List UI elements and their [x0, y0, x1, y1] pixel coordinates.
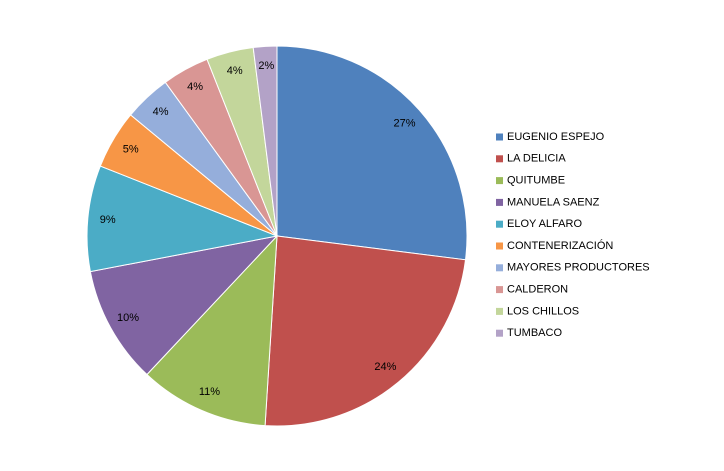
legend-swatch [496, 307, 503, 315]
legend-label: ELOY ALFARO [507, 218, 582, 230]
legend-swatch [496, 220, 503, 228]
legend-label: TUMBACO [507, 327, 562, 339]
legend-label: MAYORES PRODUCTORES [507, 262, 650, 274]
pie-slice [264, 235, 467, 427]
data-label: 9% [100, 214, 116, 226]
legend-label: CALDERON [507, 284, 568, 296]
legend-swatch [496, 133, 503, 141]
pie-slice [86, 165, 279, 273]
legend-label: MANUELA SAENZ [507, 196, 600, 208]
data-label: 4% [187, 81, 203, 93]
data-label: 4% [153, 106, 169, 118]
legend-swatch [496, 242, 503, 250]
legend-label: QUITUMBE [507, 175, 565, 187]
data-label: 11% [199, 386, 220, 398]
data-label: 10% [117, 312, 139, 324]
pie-slice [146, 234, 278, 427]
data-label: 5% [123, 143, 139, 155]
legend-swatch [496, 177, 503, 185]
data-label: 4% [227, 65, 243, 77]
data-label: 27% [394, 117, 416, 129]
legend-label: CONTENERIZACIÓN [507, 239, 613, 252]
data-label: 24% [374, 361, 396, 373]
legend-swatch [496, 264, 503, 272]
legend-swatch [496, 198, 503, 206]
data-label: 2% [258, 60, 274, 72]
legend-swatch [496, 155, 503, 163]
pie-slice [252, 45, 278, 237]
legend-swatch [496, 329, 503, 337]
legend-label: LOS CHILLOS [507, 305, 579, 317]
pie-slice [276, 45, 468, 261]
pie-slice [89, 235, 279, 376]
legend-label: EUGENIO ESPEJO [507, 131, 605, 143]
legend-swatch [496, 286, 503, 294]
legend-label: LA DELICIA [507, 153, 566, 165]
